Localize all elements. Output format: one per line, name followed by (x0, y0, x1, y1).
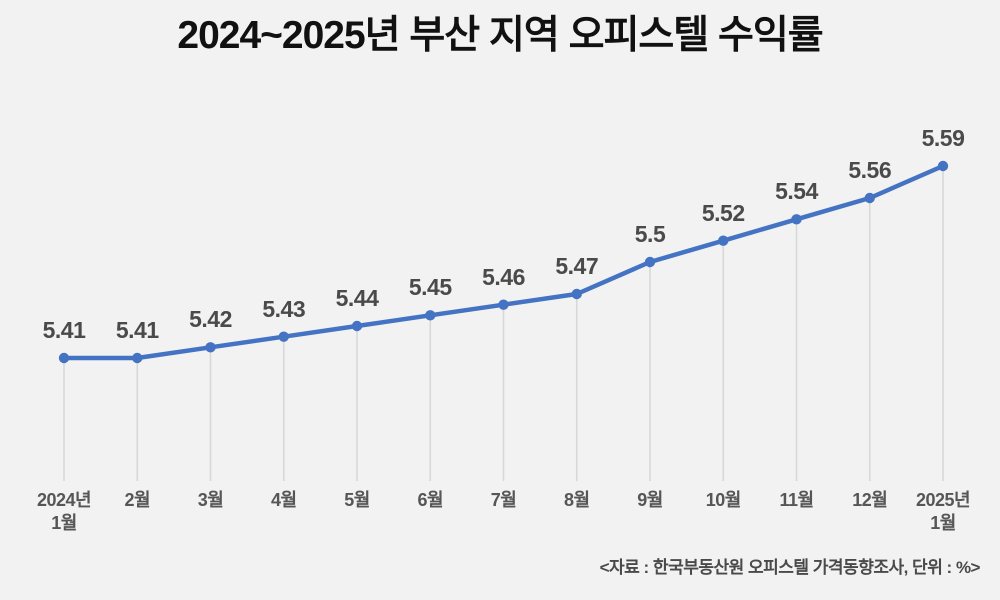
data-point-value-label: 5.47 (555, 253, 599, 279)
x-axis-tick-label: 6월 (417, 489, 443, 512)
data-point-value-label: 5.52 (701, 199, 745, 226)
x-axis-tick-label: 8월 (564, 489, 590, 512)
x-axis-tick-label: 9월 (637, 489, 663, 512)
tick-label-line2: 1월 (930, 512, 956, 533)
data-point-marker[interactable] (425, 310, 436, 321)
x-axis-tick-label: 5월 (344, 489, 370, 512)
tick-label-line1: 2024년 (36, 490, 92, 510)
x-axis-tick-label: 3월 (198, 489, 224, 512)
x-axis-tick-label: 11월 (779, 489, 814, 512)
x-axis-tick-label: 2024년 1월 (36, 489, 92, 534)
tick-label-line1: 8월 (563, 490, 590, 510)
x-axis-tick-label: 7월 (491, 489, 517, 512)
tick-label-line1: 11월 (779, 490, 814, 510)
tick-label-line1: 4월 (270, 490, 297, 510)
chart-title: 2024~2025년 부산 지역 오피스텔 수익률 (177, 14, 823, 57)
tick-label-line2: 1월 (51, 512, 77, 533)
tick-label-line1: 2025년 (915, 490, 971, 510)
data-point-marker[interactable] (864, 192, 875, 204)
data-point-marker[interactable] (937, 160, 949, 172)
data-point-value-label: 5.59 (921, 125, 965, 151)
x-axis-tick-label: 4월 (271, 489, 297, 512)
data-point-value-label: 5.42 (189, 306, 232, 333)
dropline-group (63, 166, 944, 481)
data-point-value-label: 5.54 (775, 178, 818, 205)
data-point-value-label: 5.44 (335, 285, 379, 311)
x-axis-tick-label: 12월 (852, 489, 888, 512)
data-point-marker[interactable] (791, 214, 802, 225)
tick-label-line1: 2월 (124, 490, 151, 510)
tick-label-line1: 6월 (417, 490, 444, 510)
data-point-value-label: 5.41 (115, 317, 159, 343)
data-point-marker[interactable] (205, 342, 216, 353)
data-point-marker[interactable] (571, 288, 582, 300)
tick-label-line1: 12월 (852, 490, 888, 510)
x-axis-tick-label: 2월 (124, 489, 150, 512)
source-note: <자료 : 한국부동산원 오피스텔 가격동향조사, 단위 : %> (599, 558, 981, 577)
data-point-marker[interactable] (132, 352, 143, 364)
data-point-marker-group (58, 160, 949, 364)
x-axis-tick-label: 2025년 1월 (915, 489, 971, 534)
data-point-marker[interactable] (718, 235, 729, 246)
data-point-value-label: 5.43 (262, 295, 306, 322)
tick-label-line1: 10월 (705, 490, 742, 510)
tick-label-line1: 9월 (637, 490, 663, 510)
tick-label-line1: 5월 (344, 490, 370, 510)
data-point-marker[interactable] (351, 320, 363, 332)
tick-label-line1: 3월 (197, 490, 224, 510)
data-point-value-label: 5.5 (634, 221, 666, 247)
data-point-marker[interactable] (644, 256, 656, 268)
data-point-marker[interactable] (278, 331, 289, 342)
data-point-marker[interactable] (58, 352, 70, 364)
data-point-value-label: 5.41 (42, 317, 86, 343)
data-point-marker[interactable] (498, 299, 509, 310)
tick-label-line1: 7월 (490, 490, 517, 510)
data-point-value-label: 5.56 (848, 157, 892, 183)
data-point-value-label: 5.46 (482, 263, 525, 290)
data-point-value-label: 5.45 (408, 274, 452, 301)
x-axis-tick-label: 10월 (705, 489, 742, 512)
